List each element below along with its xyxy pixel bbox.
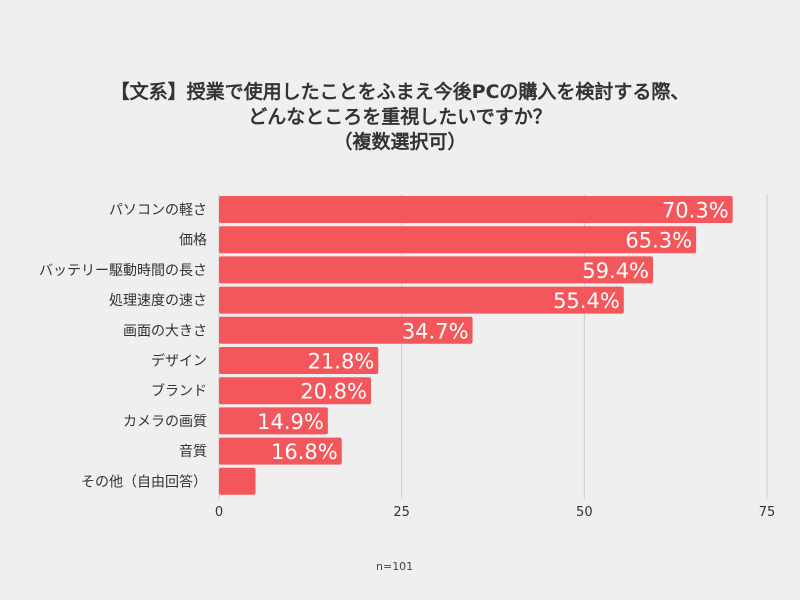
category-label-9: その他（自由回答） <box>81 473 207 490</box>
bar-1 <box>219 226 697 254</box>
value-label-7: 14.9% <box>257 410 324 434</box>
x-tick-label-3: 75 <box>759 505 776 520</box>
value-label-1: 65.3% <box>625 229 692 253</box>
value-label-4: 34.7% <box>402 319 469 343</box>
category-label-8: 音質 <box>179 443 207 460</box>
bar-5 <box>219 347 379 374</box>
title-line-1: 【文系】授業で使用したことをふまえ今後PCの購入を検討する際、 <box>110 81 690 103</box>
value-label-8: 16.8% <box>271 440 338 464</box>
bar-9 <box>219 467 256 495</box>
sample-size-note: n=101 <box>376 560 414 573</box>
category-label-4: 画面の大きさ <box>123 323 207 339</box>
category-label-6: ブランド <box>151 383 207 400</box>
bar-4 <box>219 316 473 344</box>
title-line-2: どんなところを重視したいですか？ <box>248 106 552 128</box>
bar-7 <box>219 407 328 435</box>
category-label-2: バッテリー駆動時間の長さ <box>39 263 207 279</box>
bar-6 <box>219 377 371 405</box>
x-tick-label-1: 25 <box>393 505 410 520</box>
category-label-3: 処理速度の速さ <box>109 293 207 309</box>
x-tick-label-0: 0 <box>215 505 223 520</box>
title-line-3: （複数選択可） <box>333 131 467 153</box>
value-label-0: 70.3% <box>662 199 729 223</box>
value-label-6: 20.8% <box>300 380 367 404</box>
category-label-7: カメラの画質 <box>123 414 207 430</box>
category-label-1: 価格 <box>179 233 207 249</box>
x-tick-label-2: 50 <box>576 505 593 520</box>
value-label-5: 21.8% <box>308 350 375 374</box>
bar-0 <box>219 196 733 223</box>
value-label-2: 59.4% <box>582 259 649 283</box>
category-label-0: パソコンの軽さ <box>109 203 207 219</box>
bar-3 <box>219 286 624 314</box>
value-label-3: 55.4% <box>553 289 620 313</box>
chart-title: 【文系】授業で使用したことをふまえ今後PCの購入を検討する際、 どんなところを重… <box>0 80 800 155</box>
category-label-5: デザイン <box>151 353 207 370</box>
bar-8 <box>219 437 342 465</box>
bar-2 <box>219 256 654 284</box>
